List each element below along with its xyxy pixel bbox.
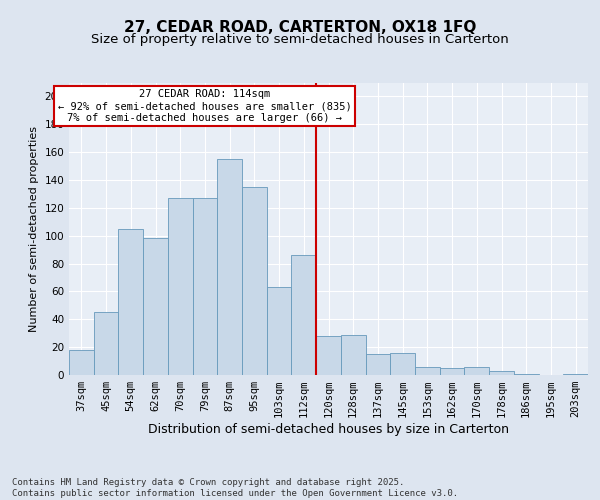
Bar — [143, 238, 168, 375]
Bar — [341, 334, 365, 375]
Bar — [440, 368, 464, 375]
Text: 27 CEDAR ROAD: 114sqm
← 92% of semi-detached houses are smaller (835)
7% of semi: 27 CEDAR ROAD: 114sqm ← 92% of semi-deta… — [58, 90, 352, 122]
Text: 27, CEDAR ROAD, CARTERTON, OX18 1FQ: 27, CEDAR ROAD, CARTERTON, OX18 1FQ — [124, 20, 476, 35]
Text: Contains HM Land Registry data © Crown copyright and database right 2025.
Contai: Contains HM Land Registry data © Crown c… — [12, 478, 458, 498]
Bar — [563, 374, 588, 375]
Bar — [489, 371, 514, 375]
Bar — [514, 374, 539, 375]
Bar — [267, 287, 292, 375]
Bar — [365, 354, 390, 375]
Bar — [464, 366, 489, 375]
X-axis label: Distribution of semi-detached houses by size in Carterton: Distribution of semi-detached houses by … — [148, 423, 509, 436]
Bar — [69, 350, 94, 375]
Bar — [242, 187, 267, 375]
Bar — [415, 366, 440, 375]
Bar — [193, 198, 217, 375]
Text: Size of property relative to semi-detached houses in Carterton: Size of property relative to semi-detach… — [91, 32, 509, 46]
Bar — [217, 159, 242, 375]
Bar — [94, 312, 118, 375]
Bar — [292, 255, 316, 375]
Bar — [168, 198, 193, 375]
Bar — [390, 352, 415, 375]
Bar — [118, 229, 143, 375]
Bar — [316, 336, 341, 375]
Y-axis label: Number of semi-detached properties: Number of semi-detached properties — [29, 126, 39, 332]
